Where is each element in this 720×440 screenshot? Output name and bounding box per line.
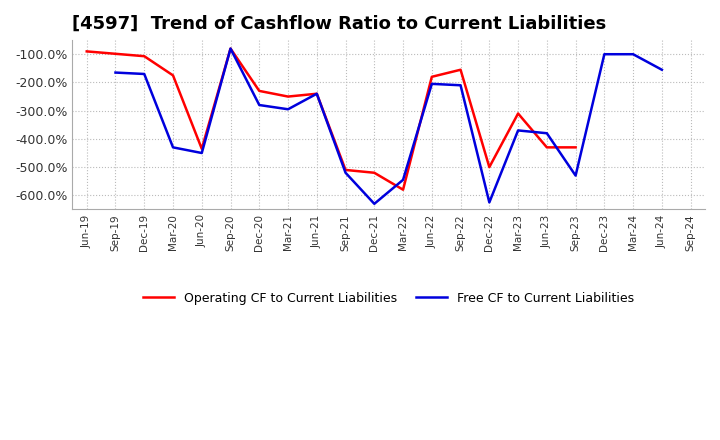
Free CF to Current Liabilities: [370, 201, 379, 206]
Text: [4597]  Trend of Cashflow Ratio to Current Liabilities: [4597] Trend of Cashflow Ratio to Curren…: [73, 15, 607, 33]
Free CF to Current Liabilities: [140, 71, 148, 77]
Operating CF to Current Liabilities: [543, 145, 552, 150]
Free CF to Current Liabilities: [399, 177, 408, 183]
Free CF to Current Liabilities: [312, 91, 321, 96]
Free CF to Current Liabilities: [600, 51, 608, 57]
Operating CF to Current Liabilities: [226, 46, 235, 51]
Operating CF to Current Liabilities: [312, 91, 321, 96]
Operating CF to Current Liabilities: [370, 170, 379, 176]
Free CF to Current Liabilities: [168, 145, 177, 150]
Operating CF to Current Liabilities: [428, 74, 436, 80]
Free CF to Current Liabilities: [197, 150, 206, 156]
Operating CF to Current Liabilities: [140, 54, 148, 59]
Operating CF to Current Liabilities: [82, 49, 91, 54]
Free CF to Current Liabilities: [657, 67, 666, 73]
Operating CF to Current Liabilities: [485, 165, 494, 170]
Operating CF to Current Liabilities: [197, 146, 206, 151]
Free CF to Current Liabilities: [284, 106, 292, 112]
Legend: Operating CF to Current Liabilities, Free CF to Current Liabilities: Operating CF to Current Liabilities, Fre…: [138, 287, 639, 310]
Free CF to Current Liabilities: [255, 103, 264, 108]
Free CF to Current Liabilities: [456, 83, 465, 88]
Free CF to Current Liabilities: [485, 200, 494, 205]
Operating CF to Current Liabilities: [399, 187, 408, 192]
Free CF to Current Liabilities: [543, 131, 552, 136]
Free CF to Current Liabilities: [571, 173, 580, 178]
Line: Free CF to Current Liabilities: Free CF to Current Liabilities: [115, 48, 662, 204]
Operating CF to Current Liabilities: [284, 94, 292, 99]
Operating CF to Current Liabilities: [168, 73, 177, 78]
Operating CF to Current Liabilities: [341, 167, 350, 172]
Operating CF to Current Liabilities: [456, 67, 465, 73]
Free CF to Current Liabilities: [111, 70, 120, 75]
Operating CF to Current Liabilities: [514, 111, 523, 116]
Operating CF to Current Liabilities: [255, 88, 264, 94]
Free CF to Current Liabilities: [629, 51, 637, 57]
Free CF to Current Liabilities: [341, 170, 350, 176]
Operating CF to Current Liabilities: [571, 145, 580, 150]
Free CF to Current Liabilities: [514, 128, 523, 133]
Free CF to Current Liabilities: [428, 81, 436, 87]
Line: Operating CF to Current Liabilities: Operating CF to Current Liabilities: [86, 48, 575, 190]
Free CF to Current Liabilities: [226, 46, 235, 51]
